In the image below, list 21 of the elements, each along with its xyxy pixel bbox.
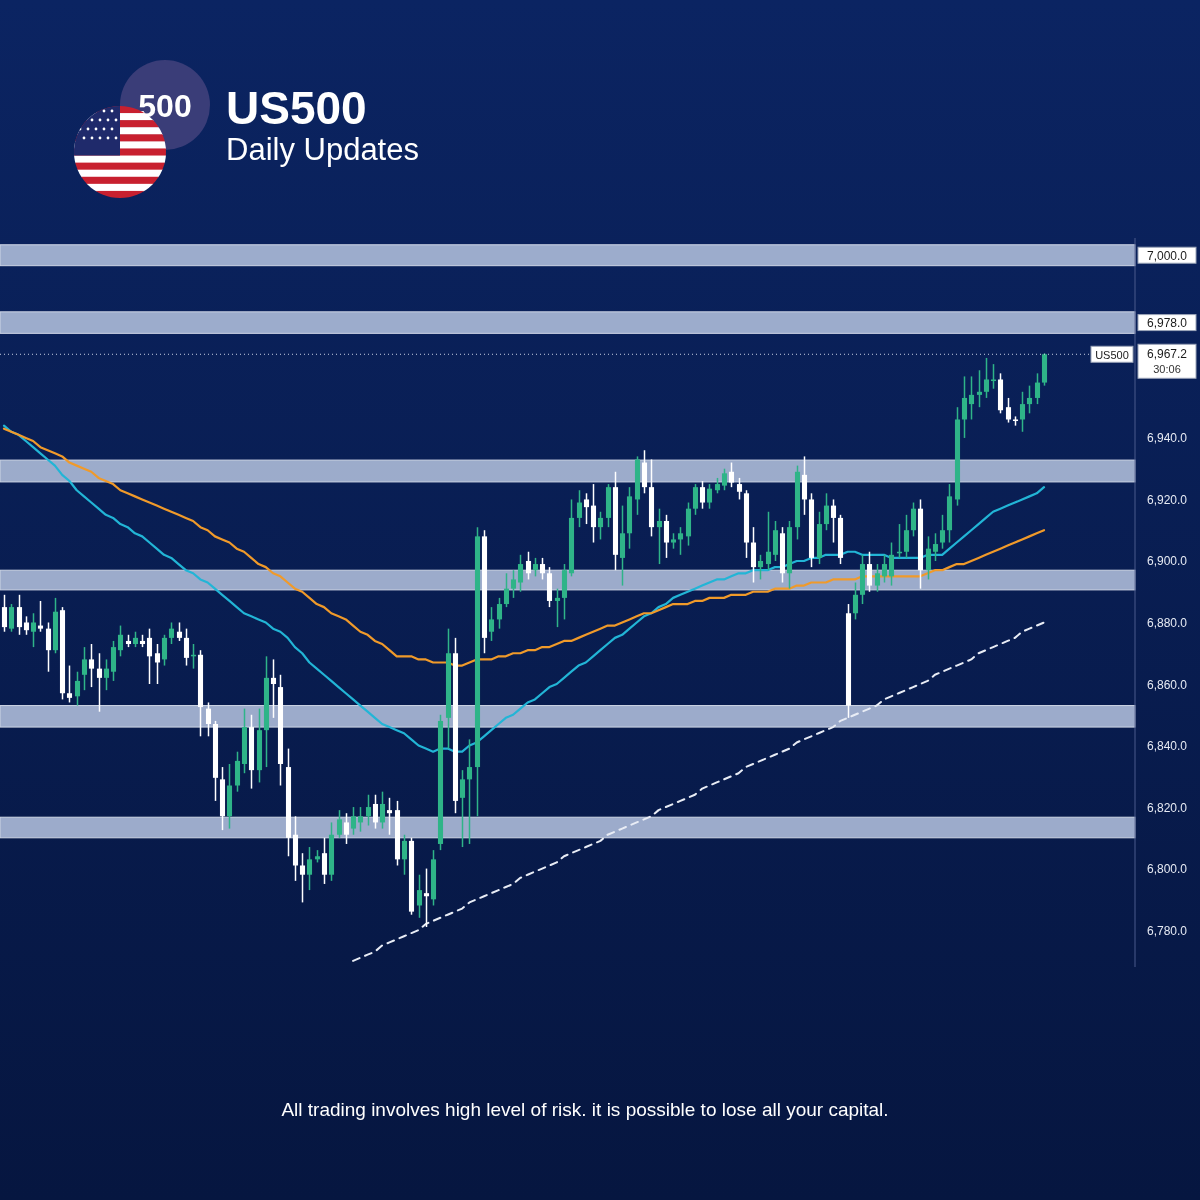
- ref-line-label: 6,967.2: [1146, 347, 1188, 362]
- y-tick-label: 6,860.0: [1146, 677, 1188, 692]
- y-tick-label: 6,800.0: [1146, 862, 1188, 877]
- text: 30:06: [1153, 363, 1181, 376]
- chart-subtitle: Daily Updates: [226, 132, 419, 167]
- text: All trading involves high level of risk. it is possible to lose all your capital.: [281, 1099, 889, 1120]
- text: US500: [1095, 348, 1129, 361]
- chart-title: US500: [226, 82, 367, 134]
- candlestick: [990, 363, 997, 390]
- y-tick-label: 6,920.0: [1146, 492, 1188, 507]
- band-label: 7,000.0: [1146, 248, 1188, 263]
- line-series: [2, 427, 1046, 667]
- y-tick-label: 6,840.0: [1146, 739, 1188, 754]
- y-tick-label: 6,900.0: [1146, 554, 1188, 569]
- y-tick-label: 6,780.0: [1146, 923, 1188, 938]
- text: 500: [138, 88, 192, 124]
- line-series: [2, 424, 1046, 753]
- y-tick-label: 6,940.0: [1146, 431, 1188, 446]
- band-label: 6,978.0: [1146, 316, 1188, 331]
- y-tick-label: 6,880.0: [1146, 615, 1188, 630]
- y-tick-label: 6,820.0: [1146, 800, 1188, 815]
